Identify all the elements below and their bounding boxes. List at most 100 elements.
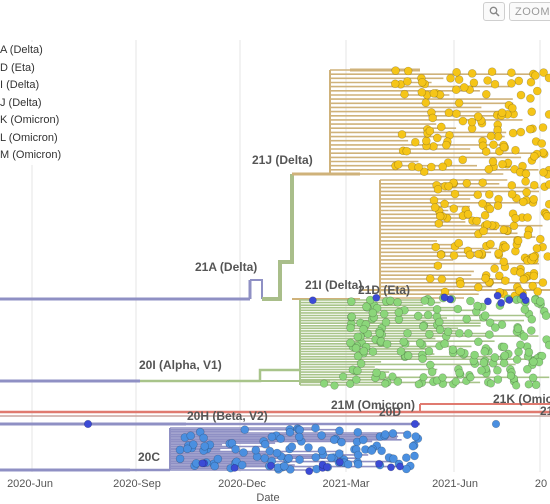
tree-tip[interactable] bbox=[351, 375, 361, 385]
tree-tip[interactable] bbox=[434, 219, 444, 228]
tree-tip[interactable] bbox=[450, 189, 460, 199]
tree-tip[interactable] bbox=[501, 242, 510, 252]
tree-tip[interactable] bbox=[320, 379, 329, 388]
tree-tip[interactable] bbox=[507, 189, 517, 199]
tree-tip[interactable] bbox=[403, 77, 412, 86]
tree-tip[interactable] bbox=[237, 460, 247, 470]
tree-tip[interactable] bbox=[485, 330, 494, 339]
tree-tip[interactable] bbox=[411, 432, 421, 441]
tree-tip[interactable] bbox=[186, 431, 195, 441]
tree-tip[interactable] bbox=[463, 209, 473, 219]
tree-tip[interactable] bbox=[478, 199, 487, 208]
tree-tip[interactable] bbox=[483, 76, 492, 85]
tree-tip[interactable] bbox=[526, 94, 535, 103]
tree-tip[interactable] bbox=[418, 354, 427, 364]
tree-tip[interactable] bbox=[489, 140, 498, 149]
tree-tip[interactable] bbox=[518, 197, 528, 207]
tree-tip[interactable] bbox=[449, 204, 459, 213]
tree-branch[interactable] bbox=[250, 279, 263, 299]
tree-tip[interactable] bbox=[339, 372, 348, 381]
tree-tip[interactable] bbox=[465, 250, 475, 260]
tree-tip[interactable] bbox=[362, 302, 371, 312]
legend-item[interactable]: J (Delta) bbox=[0, 96, 42, 109]
tree-tip[interactable] bbox=[500, 351, 510, 360]
tree-tip[interactable] bbox=[368, 347, 378, 357]
tree-tip[interactable] bbox=[466, 373, 475, 382]
tree-tip[interactable] bbox=[240, 425, 250, 435]
tree-tip[interactable] bbox=[436, 122, 446, 132]
tree-tip[interactable] bbox=[227, 438, 237, 448]
tree-tip[interactable] bbox=[375, 459, 383, 468]
tree-tip[interactable] bbox=[175, 454, 185, 464]
tree-tip[interactable] bbox=[544, 110, 550, 119]
tree-tip[interactable] bbox=[497, 298, 505, 307]
tree-tip[interactable] bbox=[435, 325, 445, 334]
tree-tip[interactable] bbox=[472, 216, 482, 226]
tree-tip[interactable] bbox=[251, 445, 261, 455]
tree-tip[interactable] bbox=[425, 126, 435, 136]
tree-tip[interactable] bbox=[377, 446, 386, 456]
tree-tip[interactable] bbox=[524, 380, 533, 389]
tree-tip[interactable] bbox=[382, 339, 392, 349]
tree-tip[interactable] bbox=[438, 373, 447, 382]
tree-tip[interactable] bbox=[520, 305, 530, 314]
tree-tip[interactable] bbox=[526, 326, 536, 335]
tree-tip[interactable] bbox=[544, 340, 550, 350]
tree-tip[interactable] bbox=[522, 188, 531, 197]
tree-tip[interactable] bbox=[267, 461, 275, 470]
tree-tip[interactable] bbox=[525, 124, 535, 134]
tree-tip[interactable] bbox=[279, 461, 289, 471]
tree-tip[interactable] bbox=[535, 297, 545, 306]
tree-tip[interactable] bbox=[506, 371, 516, 380]
tree-tip[interactable] bbox=[393, 297, 402, 307]
tree-tip[interactable] bbox=[493, 375, 503, 384]
tree-tip[interactable] bbox=[529, 180, 539, 190]
tree-tip[interactable] bbox=[479, 226, 488, 236]
tree-tip[interactable] bbox=[523, 213, 532, 222]
tree-tip[interactable] bbox=[335, 458, 344, 467]
tree-tip[interactable] bbox=[375, 328, 385, 338]
tree-tip[interactable] bbox=[421, 136, 431, 146]
tree-tip[interactable] bbox=[433, 261, 443, 271]
tree-tip[interactable] bbox=[529, 194, 539, 204]
tree-tip[interactable] bbox=[421, 98, 431, 107]
tree-tip[interactable] bbox=[454, 98, 464, 108]
tree-tip[interactable] bbox=[473, 190, 483, 200]
tree-tip[interactable] bbox=[481, 273, 490, 283]
tree-tip[interactable] bbox=[485, 204, 495, 214]
tree-tip[interactable] bbox=[308, 296, 317, 305]
tree-tip[interactable] bbox=[484, 165, 494, 174]
tree-tip[interactable] bbox=[284, 453, 294, 463]
tree-tip[interactable] bbox=[507, 68, 516, 77]
tree-tip[interactable] bbox=[432, 133, 442, 143]
tree-tip[interactable] bbox=[410, 451, 419, 461]
tree-tip[interactable] bbox=[480, 347, 490, 356]
tree-tip[interactable] bbox=[524, 347, 534, 357]
tree-tip[interactable] bbox=[434, 317, 444, 327]
tree-tip[interactable] bbox=[433, 185, 443, 194]
tree-tip[interactable] bbox=[347, 312, 357, 322]
tree-tip[interactable] bbox=[294, 432, 304, 442]
tree-tip[interactable] bbox=[493, 365, 502, 375]
tree-tip[interactable] bbox=[372, 293, 381, 302]
tree-tip[interactable] bbox=[417, 78, 427, 87]
tree-tip[interactable] bbox=[467, 69, 477, 78]
tree-tip[interactable] bbox=[481, 147, 491, 156]
tree-tip[interactable] bbox=[494, 271, 504, 281]
tree-tip[interactable] bbox=[438, 162, 448, 171]
tree-tip[interactable] bbox=[528, 281, 538, 291]
tree-tip[interactable] bbox=[479, 358, 489, 367]
tree-tip[interactable] bbox=[499, 358, 509, 368]
tree-tip[interactable] bbox=[454, 75, 464, 84]
tree-tip[interactable] bbox=[414, 162, 423, 172]
tree-tip[interactable] bbox=[394, 308, 404, 317]
tree-tip[interactable] bbox=[329, 435, 339, 445]
tree-tip[interactable] bbox=[486, 379, 496, 388]
tree-tips[interactable] bbox=[83, 66, 550, 476]
tree-tip[interactable] bbox=[424, 346, 434, 356]
tree-tip[interactable] bbox=[482, 220, 492, 229]
tree-tip[interactable] bbox=[418, 322, 428, 331]
tree-tip[interactable] bbox=[304, 443, 313, 452]
tree-tip[interactable] bbox=[440, 199, 449, 209]
tree-tip[interactable] bbox=[213, 454, 223, 464]
